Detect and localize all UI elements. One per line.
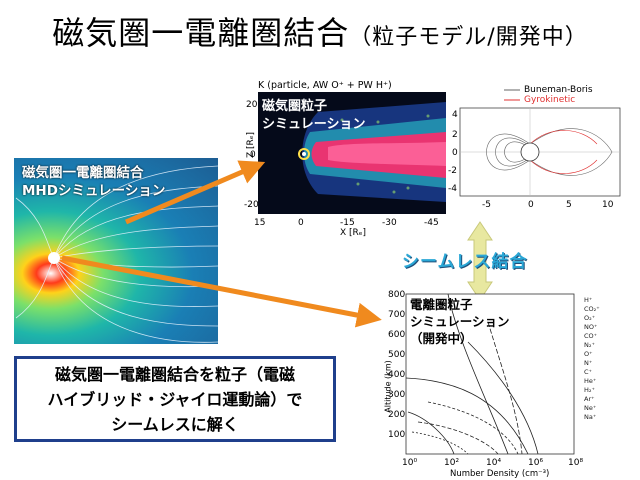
legend-item: NO⁺ bbox=[584, 323, 598, 331]
ionosphere-panel: 800 700 600 500 400 300 200 100 Altitude… bbox=[384, 282, 624, 480]
particle-x-tick: -15 bbox=[340, 218, 355, 228]
iono-y-tick: 300 bbox=[388, 390, 406, 400]
title-sub: （粒子モデル/開発中） bbox=[349, 25, 588, 50]
gyro-x-tick: 0 bbox=[528, 200, 534, 210]
particle-x-tick: 0 bbox=[298, 218, 304, 228]
mhd-label: 磁気圏一電離圏結合 MHDシミュレーション bbox=[22, 165, 166, 199]
legend-item: C⁺ bbox=[584, 368, 592, 376]
iono-y-tick: 100 bbox=[388, 430, 406, 440]
gyro-y-tick: 4 bbox=[452, 110, 458, 120]
title-main: 磁気圏一電離圏結合 bbox=[52, 14, 350, 52]
gyro-orbit-plot bbox=[459, 89, 621, 197]
particle-y-tick: 20 bbox=[246, 100, 258, 110]
gyro-y-tick: 0 bbox=[452, 148, 458, 158]
legend-buneman-boris: Buneman-Boris bbox=[524, 85, 593, 95]
page-title: 磁気圏一電離圏結合（粒子モデル/開発中） bbox=[0, 8, 640, 54]
legend-item: CO⁺ bbox=[584, 332, 598, 340]
legend-item: O⁺ bbox=[584, 350, 593, 358]
iono-x-tick: 10⁰ bbox=[402, 458, 418, 468]
legend-item: O₂⁺ bbox=[584, 314, 596, 322]
summary-textbox: 磁気圏一電離圏結合を粒子（電磁 ハイブリッド・ジャイロ運動論）で シームレスに解… bbox=[14, 356, 336, 442]
mhd-simulation-panel: 磁気圏一電離圏結合 MHDシミュレーション bbox=[14, 158, 218, 344]
iono-x-tick: 10⁶ bbox=[528, 458, 544, 468]
gyro-comparison-panel: Buneman-Boris Gyrokinetic 4 2 0 -2 -4 -5… bbox=[448, 84, 628, 214]
particle-x-tick: -30 bbox=[382, 218, 397, 228]
particle-density-plot bbox=[258, 92, 446, 214]
iono-label: 電離圏粒子 シミュレーション （開発中） bbox=[410, 297, 510, 346]
legend-gyrokinetic: Gyrokinetic bbox=[524, 95, 576, 105]
gyro-x-tick: 10 bbox=[602, 200, 614, 210]
gyro-y-tick: -2 bbox=[448, 166, 457, 176]
legend-item: Na⁺ bbox=[584, 413, 597, 421]
iono-x-tick: 10⁸ bbox=[568, 458, 584, 468]
iono-x-axis-label: Number Density (cm⁻³) bbox=[450, 469, 550, 479]
iono-y-axis-label: Altitude (km) bbox=[383, 360, 393, 413]
particle-y-tick: -20 bbox=[244, 200, 259, 210]
gyro-y-tick: -4 bbox=[448, 184, 457, 194]
iono-legend: H⁺ CO₂⁺ O₂⁺ NO⁺ CO⁺ N₂⁺ O⁺ N⁺ C⁺ He⁺ H₂⁺… bbox=[584, 296, 600, 422]
gyro-x-tick: -5 bbox=[482, 200, 491, 210]
earth-icon bbox=[48, 252, 60, 264]
particle-x-axis-label: X [Rₑ] bbox=[340, 228, 367, 238]
summary-text: 磁気圏一電離圏結合を粒子（電磁 ハイブリッド・ジャイロ運動論）で シームレスに解… bbox=[47, 364, 303, 434]
particle-x-tick: 15 bbox=[254, 218, 266, 228]
legend-item: N₂⁺ bbox=[584, 341, 595, 349]
legend-item: N⁺ bbox=[584, 359, 593, 367]
particle-panel-header: K (particle, AW O⁺ + PW H⁺) bbox=[258, 80, 392, 91]
particle-label: 磁気圏粒子 シミュレーション bbox=[262, 99, 366, 132]
ionosphere-density-plot bbox=[405, 293, 575, 455]
gyro-x-tick: 5 bbox=[566, 200, 572, 210]
gyro-y-tick: 2 bbox=[452, 130, 458, 140]
legend-item: H⁺ bbox=[584, 296, 593, 304]
legend-item: H₂⁺ bbox=[584, 386, 595, 394]
legend-item: Ne⁺ bbox=[584, 404, 597, 412]
legend-item: He⁺ bbox=[584, 377, 597, 385]
iono-y-tick: 600 bbox=[388, 330, 406, 340]
particle-y-tick: 0 bbox=[250, 150, 256, 160]
particle-x-tick: -45 bbox=[424, 218, 439, 228]
iono-y-tick: 500 bbox=[388, 350, 406, 360]
legend-item: Ar⁺ bbox=[584, 395, 595, 403]
iono-x-tick: 10² bbox=[444, 458, 460, 468]
legend-item: CO₂⁺ bbox=[584, 305, 600, 313]
iono-y-tick: 200 bbox=[388, 410, 406, 420]
iono-y-tick: 700 bbox=[388, 310, 406, 320]
iono-x-tick: 10⁴ bbox=[486, 458, 502, 468]
particle-simulation-panel: 磁気圏粒子 シミュレーション bbox=[258, 92, 446, 214]
seamless-coupling-label: シームレス結合 bbox=[402, 252, 528, 272]
iono-y-tick: 800 bbox=[388, 290, 406, 300]
iono-y-tick: 400 bbox=[388, 370, 406, 380]
